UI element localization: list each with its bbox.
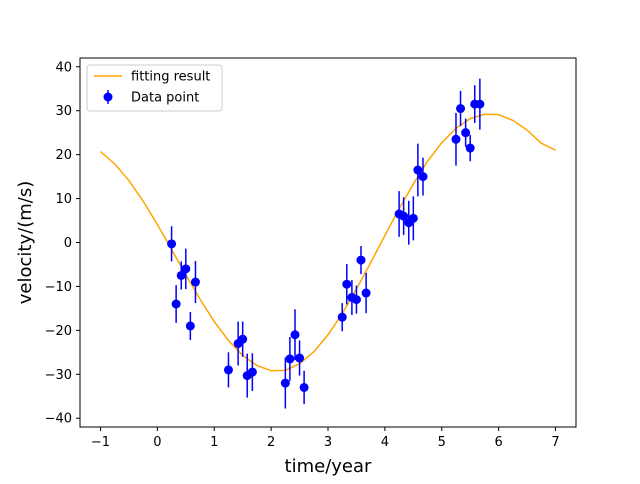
- x-tick-label: 6: [495, 435, 503, 450]
- y-tick-label: 20: [55, 148, 72, 163]
- data-point: [190, 277, 200, 287]
- data-point: [356, 255, 366, 265]
- x-tick-label: 7: [551, 435, 559, 450]
- data-point: [408, 213, 418, 223]
- data-point: [167, 239, 177, 249]
- data-point: [238, 334, 248, 344]
- plot-area: [99, 78, 556, 409]
- data-point: [475, 99, 485, 109]
- legend: fitting result Data point: [86, 64, 223, 112]
- y-tick-label: −40: [45, 412, 72, 427]
- data-point: [418, 172, 428, 182]
- data-point: [351, 295, 361, 305]
- legend-label-fitting-result: fitting result: [131, 70, 210, 85]
- data-point: [223, 365, 233, 375]
- data-point: [280, 378, 290, 388]
- data-point: [299, 382, 309, 392]
- y-tick-label: 40: [55, 60, 72, 75]
- y-axis-title: velocity/(m/s): [15, 181, 36, 304]
- data-point: [176, 270, 186, 280]
- y-tick-label: −30: [45, 368, 72, 383]
- data-point: [342, 279, 352, 289]
- y-axis: −40 −30 −20 −10 0 10 20 30 40: [45, 60, 80, 427]
- data-point: [337, 312, 347, 322]
- x-tick-label: 5: [438, 435, 446, 450]
- data-point: [451, 134, 461, 144]
- data-point: [171, 299, 181, 309]
- y-tick-label: 30: [55, 104, 72, 119]
- y-tick-label: 0: [64, 236, 72, 251]
- data-point: [290, 330, 300, 340]
- legend-label-data-point: Data point: [131, 91, 199, 106]
- data-point: [413, 165, 423, 175]
- data-point: [361, 288, 371, 298]
- x-tick-label: 3: [324, 435, 332, 450]
- x-axis: −1 0 1 2 3 4 5 6 7: [91, 427, 560, 450]
- y-tick-label: 10: [55, 192, 72, 207]
- x-axis-title: time/year: [285, 456, 372, 477]
- data-point: [185, 321, 195, 331]
- y-tick-label: −10: [45, 280, 72, 295]
- x-tick-label: −1: [91, 435, 110, 450]
- x-tick-label: 0: [153, 435, 161, 450]
- y-tick-label: −20: [45, 324, 72, 339]
- data-point: [247, 367, 257, 377]
- x-tick-label: 4: [381, 435, 389, 450]
- legend-swatch-data-point-marker: [103, 92, 113, 102]
- data-point: [285, 354, 295, 364]
- data-point: [295, 353, 305, 363]
- x-tick-label: 2: [267, 435, 275, 450]
- data-point: [456, 104, 466, 114]
- data-point: [399, 211, 409, 221]
- data-point: [461, 128, 471, 138]
- data-point: [465, 143, 475, 153]
- data-point: [181, 264, 191, 274]
- x-tick-label: 1: [210, 435, 218, 450]
